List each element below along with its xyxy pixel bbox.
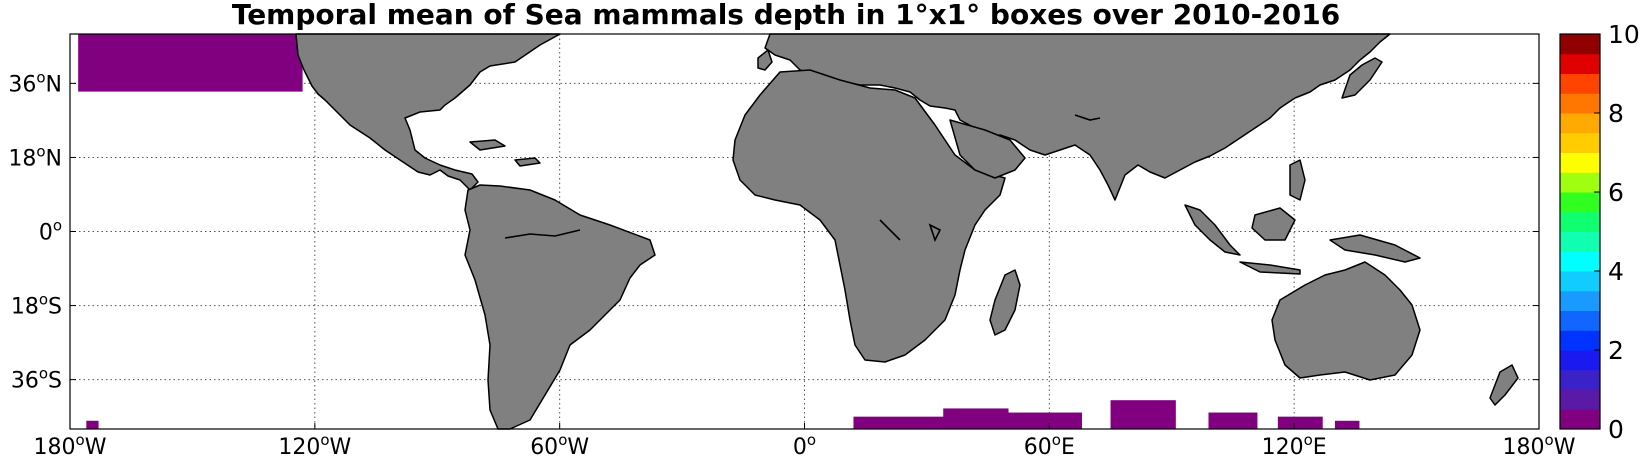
colorbar-ticks: 0 2 4 6 8 10 (1594, 20, 1640, 444)
x-tick-label-6: 180oW (1503, 431, 1576, 460)
caribbean-islands (469, 139, 541, 167)
x-axis-ticks: 180oW 120oW 60oW 0o 60oE 120oE 180oW (34, 423, 1576, 460)
colorbar-tick-label-2: 4 (1608, 257, 1624, 286)
x-tick-label-5: 120oE (1262, 431, 1327, 460)
colorbar-swatch-15 (1560, 113, 1600, 134)
colorbar-swatch-9 (1560, 231, 1600, 252)
new-zealand-islands (1489, 364, 1519, 406)
colorbar-swatch-11 (1560, 192, 1600, 213)
north-america-landmass (295, 33, 561, 191)
colorbar-swatch-13 (1560, 152, 1600, 173)
x-tick-label-1: 120oW (278, 431, 351, 460)
data-region-5 (1110, 400, 1176, 429)
y-tick-label-1: 18oN (8, 142, 62, 171)
colorbar-swatch-17 (1560, 73, 1600, 94)
british-isles (757, 49, 773, 71)
colorbar-swatch-4 (1560, 330, 1600, 351)
colorbar-swatches (1560, 34, 1600, 430)
colorbar-swatch-19 (1560, 34, 1600, 55)
africa-landmass (732, 69, 1006, 363)
colorbar-tick-label-0: 0 (1608, 415, 1624, 444)
data-region-6 (1208, 412, 1258, 429)
colorbar-swatch-2 (1560, 369, 1600, 390)
data-region-2 (853, 416, 948, 429)
arabia-landmass (949, 119, 1026, 179)
colorbar-tick-label-1: 2 (1608, 336, 1624, 365)
colorbar-swatch-3 (1560, 350, 1600, 371)
colorbar-swatch-5 (1560, 310, 1600, 331)
data-region-0 (78, 34, 303, 92)
colorbar-swatch-7 (1560, 271, 1600, 292)
land-masses (295, 33, 1519, 430)
x-tick-label-0: 180oW (34, 431, 107, 460)
data-cells (78, 34, 1360, 429)
y-tick-label-2: 0o (39, 217, 62, 246)
map-plot-area (69, 33, 1540, 430)
colorbar-swatch-6 (1560, 290, 1600, 311)
australia-landmass (1271, 261, 1421, 381)
colorbar-swatch-12 (1560, 172, 1600, 193)
colorbar-swatch-16 (1560, 93, 1600, 114)
colorbar-swatch-0 (1560, 409, 1600, 430)
colorbar: 0 2 4 6 8 10 (1559, 20, 1640, 444)
chart-title: Temporal mean of Sea mammals depth in 1°… (232, 0, 1340, 31)
south-america-landmass (464, 184, 656, 430)
colorbar-tick-label-4: 8 (1608, 99, 1624, 128)
colorbar-swatch-14 (1560, 132, 1600, 153)
europe-asia-landmass (764, 33, 1391, 201)
colorbar-swatch-1 (1560, 389, 1600, 410)
data-region-8 (1334, 420, 1360, 429)
data-region-3 (943, 408, 1009, 429)
indonesia-islands (1184, 204, 1421, 275)
philippines-islands (1289, 159, 1306, 201)
y-tick-label-3: 18oS (11, 291, 62, 320)
madagascar-landmass (989, 269, 1021, 336)
colorbar-swatch-18 (1560, 53, 1600, 74)
y-tick-label-4: 36oS (11, 365, 62, 394)
rivers-and-lakes (504, 114, 1101, 243)
y-tick-label-0: 36oN (8, 68, 62, 97)
data-region-7 (1277, 416, 1323, 429)
colorbar-tick-label-5: 10 (1608, 20, 1640, 49)
data-region-4 (1004, 412, 1082, 429)
japan-islands (1341, 57, 1383, 99)
y-axis-ticks: 36oN 18oN 0o 18oS 36oS (8, 68, 1539, 394)
x-tick-label-2: 60oW (530, 431, 589, 460)
colorbar-swatch-10 (1560, 211, 1600, 232)
x-tick-label-3: 0o (793, 431, 816, 460)
colorbar-frame (1559, 33, 1601, 430)
colorbar-swatch-8 (1560, 251, 1600, 272)
data-region-1 (86, 420, 99, 429)
colorbar-tick-label-3: 6 (1608, 178, 1624, 207)
x-tick-label-4: 60oE (1024, 431, 1075, 460)
